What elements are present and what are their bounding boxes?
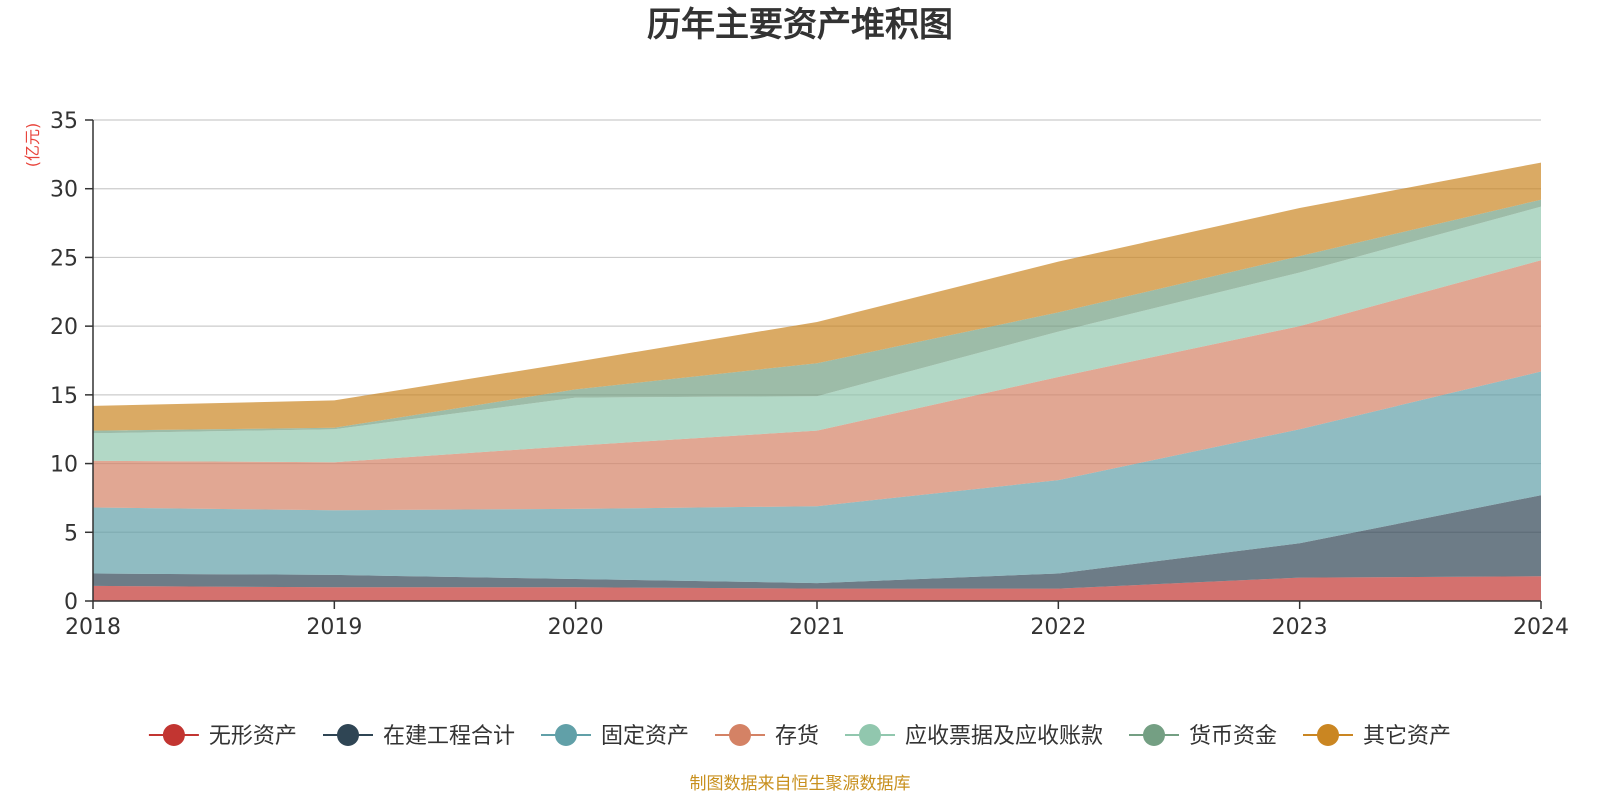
x-tick-label: 2021 bbox=[789, 615, 845, 640]
x-tick-label: 2018 bbox=[65, 615, 121, 640]
y-tick-label: 30 bbox=[50, 178, 78, 203]
x-tick-label: 2022 bbox=[1030, 615, 1086, 640]
legend-item[interactable]: 存货 bbox=[715, 724, 819, 749]
legend-marker bbox=[555, 724, 577, 746]
legend-marker bbox=[337, 724, 359, 746]
y-tick-label: 15 bbox=[50, 384, 78, 409]
area-在建工程合计 bbox=[93, 495, 1541, 589]
area-无形资产 bbox=[93, 576, 1541, 601]
y-axis-unit: (亿元) bbox=[23, 123, 42, 168]
y-tick-label: 35 bbox=[50, 109, 78, 134]
legend-label: 其它资产 bbox=[1363, 724, 1451, 749]
area-存货 bbox=[93, 260, 1541, 511]
legend-item[interactable]: 其它资产 bbox=[1303, 724, 1451, 749]
legend-label: 无形资产 bbox=[209, 724, 297, 749]
x-tick-label: 2024 bbox=[1513, 615, 1569, 640]
x-tick-label: 2019 bbox=[306, 615, 362, 640]
area-其它资产 bbox=[93, 162, 1541, 431]
series-areas bbox=[93, 162, 1541, 601]
legend-marker bbox=[859, 724, 881, 746]
y-tick-label: 20 bbox=[50, 315, 78, 340]
legend-marker bbox=[162, 724, 185, 746]
legend-label: 货币资金 bbox=[1189, 724, 1277, 749]
y-tick-label: 0 bbox=[64, 590, 78, 615]
legend: 无形资产 在建工程合计 固定资产 存货 应收票据及应收账款 货币资金 其它资产 bbox=[148, 724, 1451, 749]
axes: 0 5 10 15 20 25 30 35 2018 2019 2020 2021 2022 2023 20… bbox=[50, 109, 1569, 640]
x-tick-label: 2020 bbox=[548, 615, 604, 640]
legend-marker bbox=[729, 724, 751, 746]
legend-item[interactable]: 应收票据及应收账款 bbox=[845, 724, 1103, 749]
area-货币资金 bbox=[93, 199, 1541, 434]
data-source-note: 制图数据来自恒生聚源数据库 bbox=[690, 774, 911, 794]
legend-item[interactable]: 在建工程合计 bbox=[323, 724, 515, 749]
chart-title: 历年主要资产堆积图 bbox=[647, 5, 953, 45]
y-tick-label: 10 bbox=[50, 453, 78, 478]
y-tick-label: 25 bbox=[50, 246, 78, 271]
y-tick-label: 5 bbox=[64, 521, 78, 546]
legend-item[interactable]: 固定资产 bbox=[541, 724, 689, 749]
x-tick-label: 2023 bbox=[1272, 615, 1328, 640]
legend-marker bbox=[1317, 724, 1339, 746]
area-应收票据及应收账款 bbox=[93, 206, 1541, 463]
legend-label: 应收票据及应收账款 bbox=[905, 724, 1103, 749]
legend-label: 存货 bbox=[775, 724, 819, 749]
legend-item[interactable]: 无形资产 bbox=[148, 724, 297, 749]
area-固定资产 bbox=[93, 371, 1541, 584]
legend-marker bbox=[1143, 724, 1165, 746]
legend-label: 在建工程合计 bbox=[383, 724, 515, 749]
legend-label: 固定资产 bbox=[601, 724, 689, 749]
legend-item[interactable]: 货币资金 bbox=[1129, 724, 1277, 749]
